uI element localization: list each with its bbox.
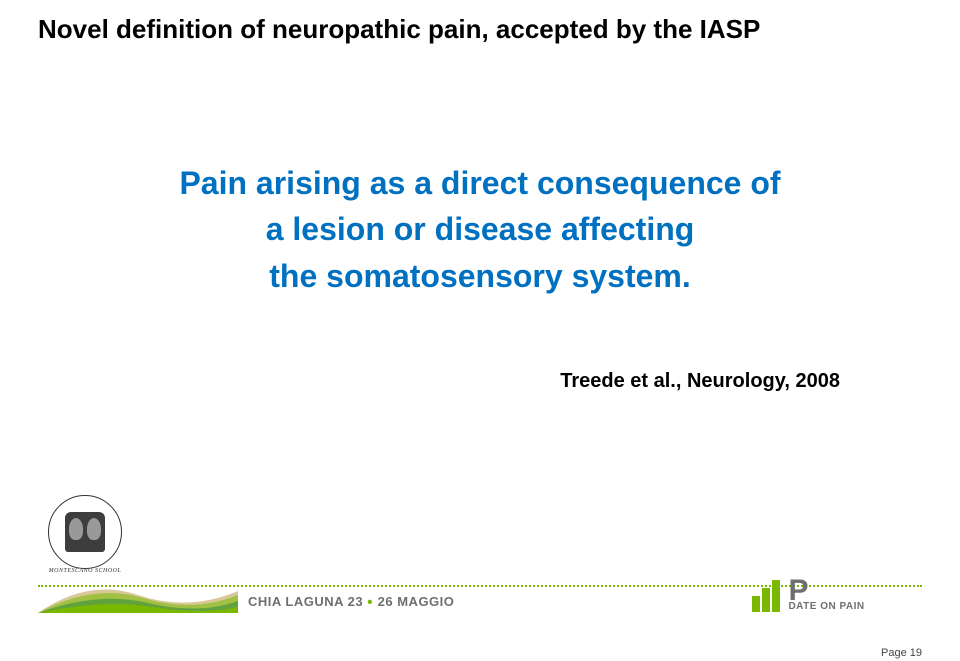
event-suffix: 26 MAGGIO xyxy=(378,594,455,609)
update-on-pain-logo: P DATE ON PAIN xyxy=(752,579,922,619)
event-prefix: CHIA LAGUNA 23 xyxy=(248,594,363,609)
body-line-3: the somatosensory system. xyxy=(0,253,960,299)
body-line-1: Pain arising as a direct consequence of xyxy=(0,160,960,206)
bars-u-icon xyxy=(752,580,782,612)
montescano-seal-icon: MONTESCANO SCHOOL xyxy=(48,495,126,573)
wave-logo-icon xyxy=(38,573,238,613)
slide: Novel definition of neuropathic pain, ac… xyxy=(0,0,960,661)
bullet-icon: • xyxy=(367,594,377,611)
slide-title: Novel definition of neuropathic pain, ac… xyxy=(38,14,760,45)
seal-ring: MONTESCANO SCHOOL xyxy=(48,495,122,569)
brand-text: P DATE ON PAIN xyxy=(788,579,864,612)
brand-subtitle: DATE ON PAIN xyxy=(788,601,864,612)
citation-text: Treede et al., Neurology, 2008 xyxy=(560,370,840,393)
brand-big-letter: P xyxy=(788,579,864,603)
slide-footer: CHIA LAGUNA 23 • 26 MAGGIO P DATE ON PAI… xyxy=(0,591,960,641)
event-caption: CHIA LAGUNA 23 • 26 MAGGIO xyxy=(248,594,454,611)
page-number: Page 19 xyxy=(881,647,922,659)
janus-faces-icon xyxy=(65,512,105,552)
body-line-2: a lesion or disease affecting xyxy=(0,206,960,252)
definition-body: Pain arising as a direct consequence of … xyxy=(0,160,960,299)
